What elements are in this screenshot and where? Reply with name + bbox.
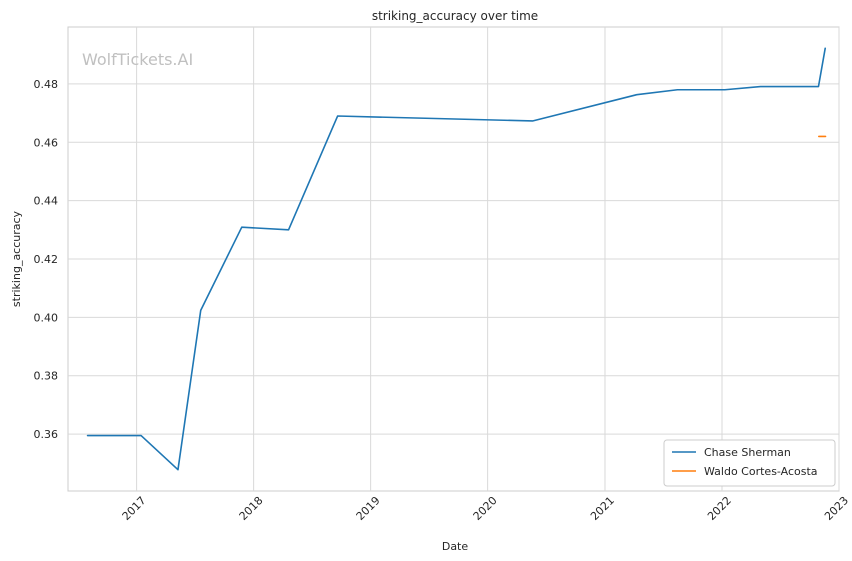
y-tick-label: 0.48 — [34, 78, 59, 91]
watermark-text: WolfTickets.AI — [82, 50, 193, 69]
chart-title: striking_accuracy over time — [372, 9, 538, 23]
y-tick-label: 0.40 — [34, 311, 59, 324]
y-tick-label: 0.36 — [34, 428, 59, 441]
y-tick-label: 0.44 — [34, 195, 59, 208]
y-axis-label: striking_accuracy — [10, 210, 23, 307]
legend-label-chase-sherman: Chase Sherman — [704, 446, 791, 459]
legend-label-waldo-cortes-acosta: Waldo Cortes-Acosta — [704, 465, 818, 478]
y-tick-label: 0.42 — [34, 253, 59, 266]
legend-box — [663, 439, 836, 487]
x-axis-label: Date — [442, 540, 469, 553]
series-line-chase-sherman — [86, 47, 827, 471]
y-tick-label: 0.38 — [34, 370, 59, 383]
legend: Chase Sherman Waldo Cortes-Acosta — [663, 439, 836, 487]
series-layer — [86, 47, 827, 471]
grid-layer — [68, 27, 840, 491]
y-tick-label: 0.46 — [34, 136, 59, 149]
